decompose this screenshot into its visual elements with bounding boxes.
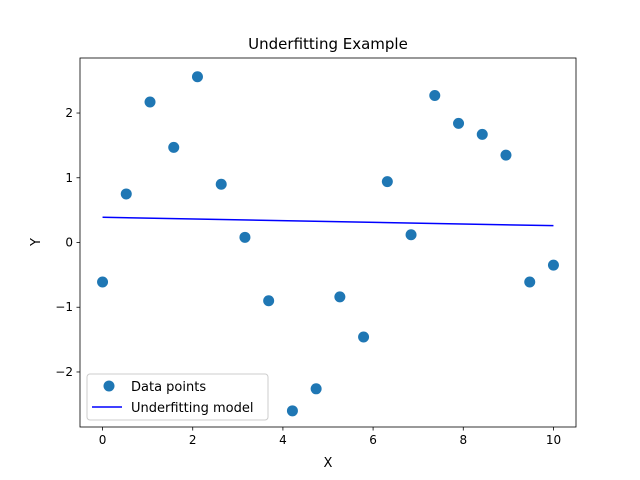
- data-point: [144, 96, 156, 108]
- x-tick-label: 10: [546, 433, 561, 447]
- legend-marker-data-points: [103, 380, 115, 392]
- data-point: [547, 259, 559, 271]
- x-tick-label: 4: [279, 433, 287, 447]
- data-point: [263, 295, 275, 307]
- y-tick-label: −2: [55, 365, 73, 379]
- point-layer: [97, 71, 559, 417]
- legend-label-underfitting-model: Underfitting model: [131, 401, 253, 416]
- data-point: [310, 383, 322, 395]
- chart-title: Underfitting Example: [248, 35, 408, 53]
- data-point: [358, 331, 370, 343]
- data-point: [97, 276, 109, 288]
- data-point: [429, 90, 441, 102]
- data-point: [168, 141, 180, 153]
- y-tick-label: −1: [55, 300, 73, 314]
- x-tick-label: 8: [459, 433, 467, 447]
- plot-background: [80, 58, 576, 427]
- data-point: [405, 229, 417, 241]
- y-tick-label: 0: [65, 236, 73, 250]
- x-tick-label: 0: [99, 433, 107, 447]
- data-point: [191, 71, 203, 83]
- data-point: [500, 149, 512, 161]
- y-tick-label: 2: [65, 106, 73, 120]
- data-point: [476, 128, 488, 140]
- legend-label-data-points: Data points: [131, 380, 206, 395]
- x-axis: 0 2 4 6 8 10: [99, 427, 561, 447]
- y-axis-label: Y: [29, 238, 44, 247]
- data-point: [239, 231, 251, 243]
- data-point: [381, 176, 393, 188]
- y-axis: −2 −1 0 1 2: [55, 106, 80, 379]
- x-axis-label: X: [324, 456, 333, 471]
- series-line-underfitting-model: [102, 216, 554, 227]
- legend-box: [86, 373, 269, 421]
- data-point: [215, 178, 227, 190]
- data-point: [286, 405, 298, 417]
- line-layer: [102, 216, 554, 227]
- data-point: [120, 188, 132, 200]
- data-point: [524, 276, 536, 288]
- y-tick-label: 1: [65, 171, 73, 185]
- data-point: [334, 291, 346, 303]
- data-point: [453, 117, 465, 129]
- x-tick-label: 2: [189, 433, 197, 447]
- legend: Data points Underfitting model: [86, 373, 269, 421]
- x-tick-label: 6: [369, 433, 377, 447]
- plot-area: [80, 58, 576, 427]
